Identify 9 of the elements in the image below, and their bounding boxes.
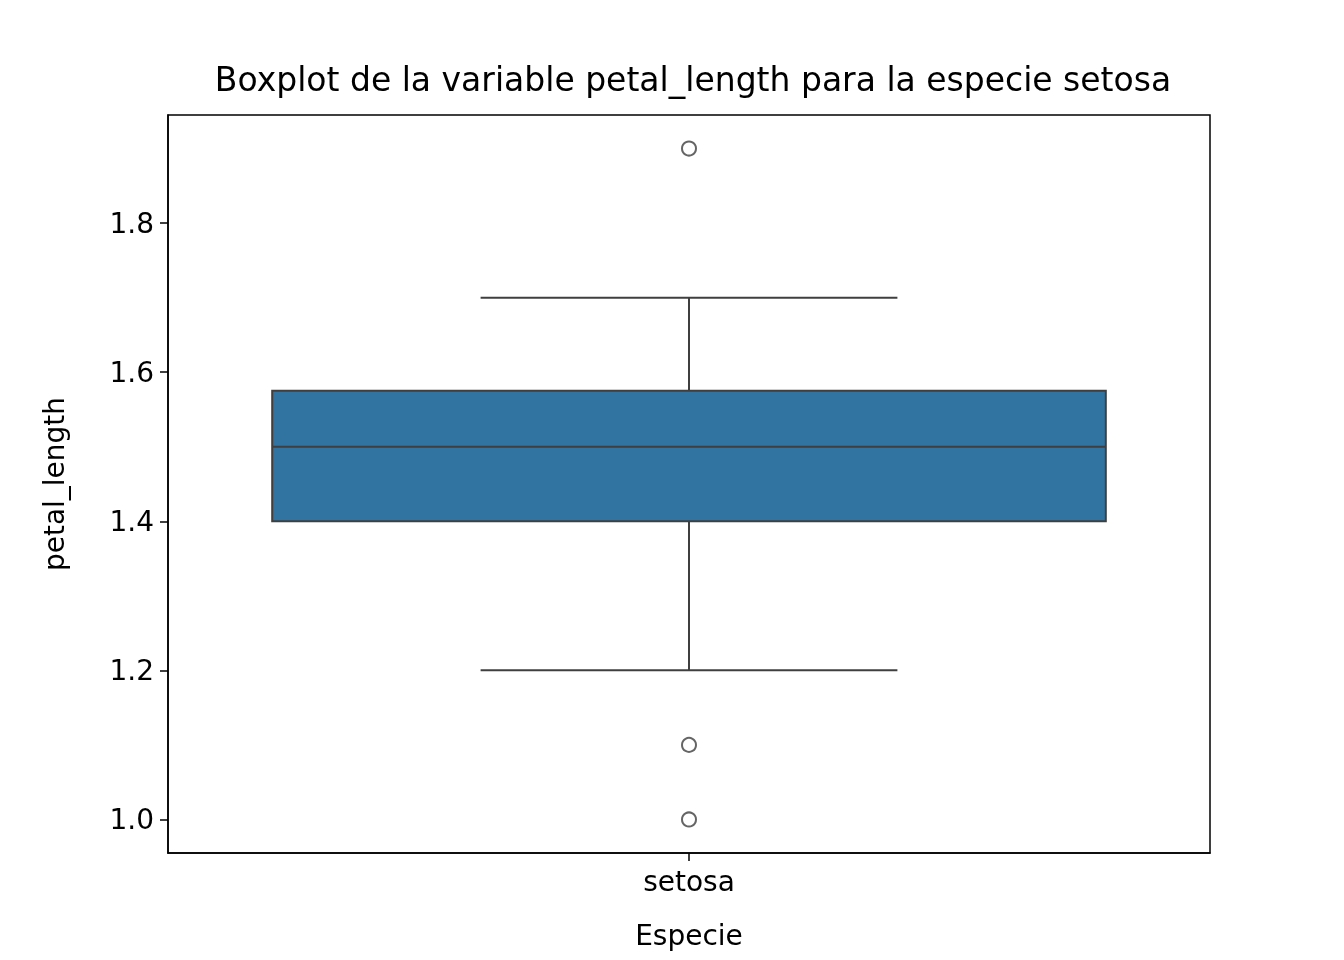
x-axis-title: Especie xyxy=(635,918,743,952)
y-tick-label: 1.6 xyxy=(109,355,154,389)
y-tick-label: 1.4 xyxy=(109,504,154,538)
y-tick-label: 1.8 xyxy=(109,206,154,240)
y-tick-label: 1.2 xyxy=(109,653,154,687)
chart-title: Boxplot de la variable petal_length para la especie setosa xyxy=(214,60,1172,99)
y-axis-title: petal_length xyxy=(37,396,71,572)
y-tick-label: 1.0 xyxy=(109,802,154,836)
x-tick-label: setosa xyxy=(643,864,735,898)
